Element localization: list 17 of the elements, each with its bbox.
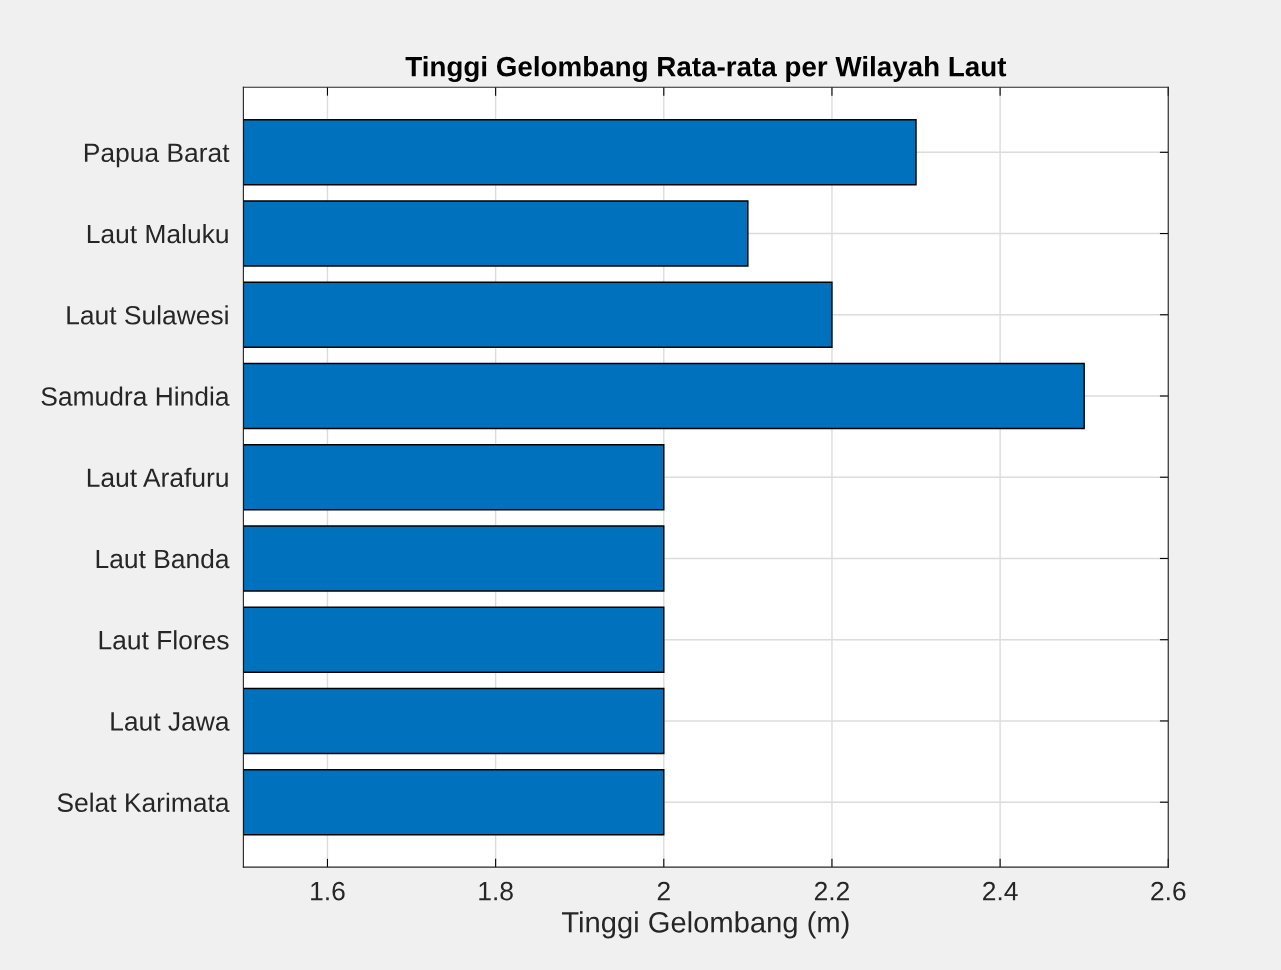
y-tick-label: Samudra Hindia [41,386,230,406]
chart-title: Tinggi Gelombang Rata-rata per Wilayah Laut [405,56,1007,83]
y-tick-label: Papua Barat [84,143,230,168]
x-tick-label: 2 [657,881,670,901]
x-tick-label: 1.8 [479,881,513,901]
y-tick-label: Laut Arafuru [87,467,228,488]
x-axis-title: Tinggi Gelombang (m) [561,911,849,939]
y-tick-label: Laut Sulawesi [67,305,228,325]
y-tick-label: Laut Flores [99,630,229,650]
y-tick-label: Laut Maluku [87,223,228,244]
y-tick-label: Laut Banda [96,548,230,569]
x-tick-label: 2.2 [814,881,849,901]
x-tick-label: 1.6 [311,881,345,901]
x-tick-label: 2.6 [1151,881,1186,901]
y-tick-label: Laut Jawa [111,712,230,731]
x-tick-label: 2.4 [983,881,1018,901]
y-tick-label: Selat Karimata [57,792,230,813]
